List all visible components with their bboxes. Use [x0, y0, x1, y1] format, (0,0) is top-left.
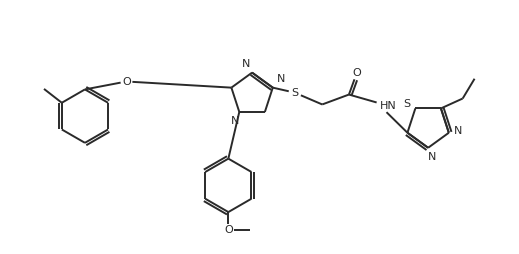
- Text: N: N: [428, 152, 436, 162]
- Text: O: O: [352, 68, 361, 78]
- Text: N: N: [231, 116, 240, 126]
- Text: S: S: [403, 100, 410, 109]
- Text: N: N: [277, 74, 285, 84]
- Text: O: O: [122, 76, 131, 87]
- Text: N: N: [454, 126, 462, 136]
- Text: N: N: [242, 59, 250, 69]
- Text: HN: HN: [380, 101, 397, 112]
- Text: S: S: [291, 88, 298, 98]
- Text: O: O: [224, 225, 233, 235]
